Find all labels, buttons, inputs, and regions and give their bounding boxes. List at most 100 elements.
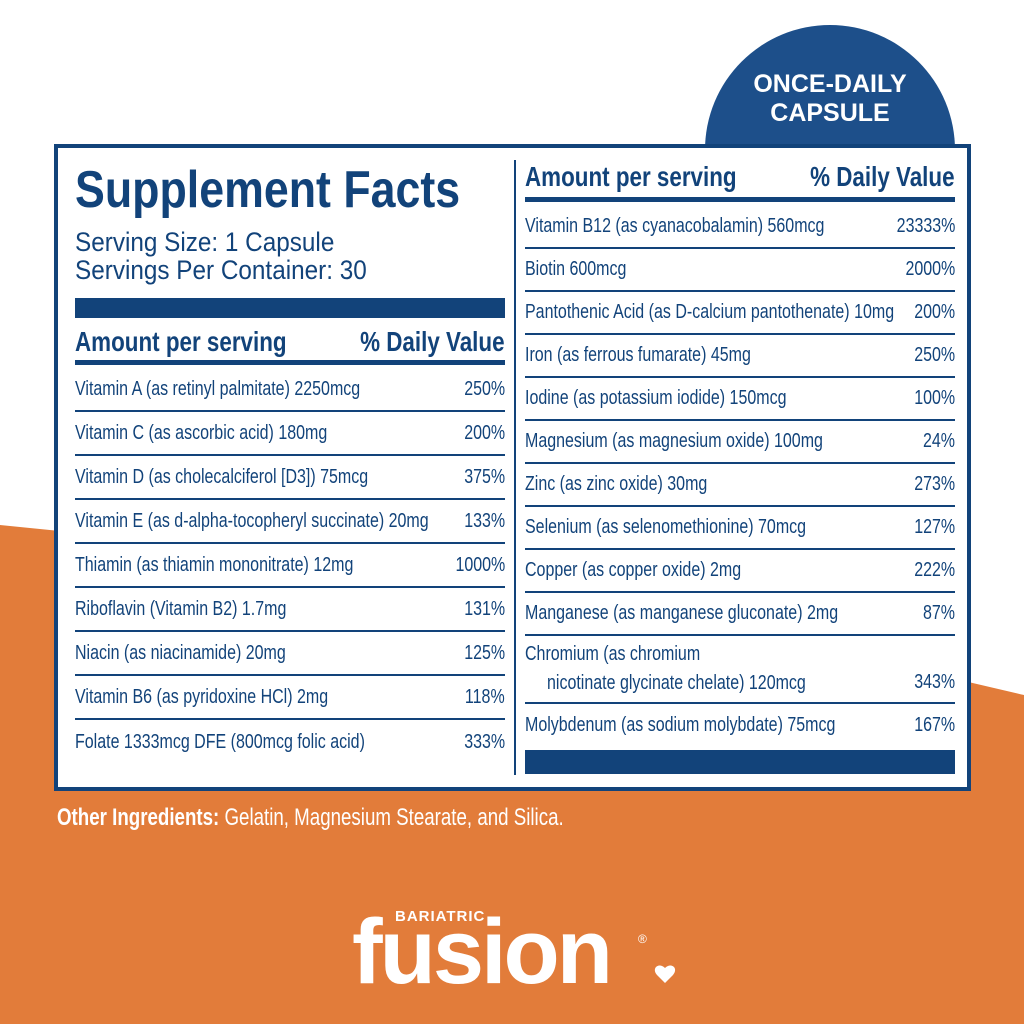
daily-value-text: 250% — [914, 344, 955, 366]
daily-value: 118% — [455, 676, 505, 718]
fact-row: Pantothenic Acid (as D-calcium pantothen… — [525, 292, 955, 335]
nutrient-name-line: Vitamin D (as cholecalciferol [D3]) 75mc… — [75, 465, 369, 488]
daily-value-text: 127% — [914, 516, 955, 538]
fact-row: Copper (as copper oxide) 2mg 222% — [525, 550, 955, 593]
badge-line: ONCE-DAILY — [753, 70, 907, 98]
fact-row: Iodine (as potassium iodide) 150mcg 100% — [525, 378, 955, 421]
nutrient-name: Manganese (as manganese gluconate) 2mg — [525, 593, 916, 634]
nutrient-name-line: Vitamin B12 (as cyanacobalamin) 560mcg — [525, 215, 825, 237]
nutrient-name-line: nicotinate glycinate chelate) 120mcg — [547, 672, 806, 694]
nutrient-name: Pantothenic Acid (as D-calcium pantothen… — [525, 292, 986, 333]
nutrient-name: Thiamin (as thiamin mononitrate) 12mg — [75, 544, 423, 586]
nutrient-name: Molybdenum (as sodium molybdate) 75mcg — [525, 704, 913, 747]
bar — [525, 750, 955, 774]
nutrient-name-line: Magnesium (as magnesium oxide) 100mg — [525, 430, 823, 452]
fact-row: Chromium (as chromium nicotinate glycinat… — [525, 636, 955, 704]
nutrient-name: Biotin 600mcg — [525, 249, 652, 290]
daily-value-text: 167% — [914, 713, 955, 736]
facts-title: Supplement Facts — [75, 161, 461, 219]
nutrient-name: Iodine (as potassium iodide) 150mcg — [525, 378, 852, 419]
daily-value: 100% — [904, 378, 955, 419]
brand-small: BARIATRIC — [395, 908, 486, 925]
nutrient-name-line: Iodine (as potassium iodide) 150mcg — [525, 387, 787, 409]
nutrient-name-line: Niacin (as niacinamide) 20mg — [75, 641, 286, 664]
daily-value: 24% — [915, 421, 955, 462]
daily-value-text: 200% — [914, 301, 955, 323]
nutrient-name-line: Vitamin E (as d-alpha-tocopheryl succina… — [75, 509, 429, 532]
fact-row: Vitamin C (as ascorbic acid) 180mg 200% — [75, 412, 505, 456]
nutrient-name: Folate 1333mcg DFE (800mcg folic acid) — [75, 720, 437, 764]
nutrient-name-line: Biotin 600mcg — [525, 258, 627, 280]
nutrient-name-line: Zinc (as zinc oxide) 30mg — [525, 473, 708, 495]
fact-row: Niacin (as niacinamide) 20mg 125% — [75, 632, 505, 676]
daily-value-text: 125% — [464, 641, 505, 664]
fact-row: Vitamin B12 (as cyanacobalamin) 560mcg 23… — [525, 206, 955, 249]
daily-value: 23333% — [882, 206, 955, 247]
nutrient-name: Vitamin E (as d-alpha-tocopheryl succina… — [75, 500, 517, 542]
daily-value-text: 118% — [465, 685, 505, 708]
serving-size: Serving Size: 1 Capsule — [75, 227, 335, 257]
header-dv: % Daily Value — [360, 326, 505, 357]
nutrient-name-line: Pantothenic Acid (as D-calcium pantothen… — [525, 301, 895, 323]
nutrient-name-line: Vitamin C (as ascorbic acid) 180mg — [75, 421, 328, 444]
nutrient-name: Vitamin B12 (as cyanacobalamin) 560mcg — [525, 206, 899, 247]
daily-value: 333% — [454, 720, 505, 764]
daily-value: 222% — [904, 550, 955, 591]
daily-value: 87% — [915, 593, 955, 634]
daily-value: 343% — [904, 636, 955, 702]
nutrient-name: Vitamin A (as retinyl palmitate) 2250mcg — [75, 368, 431, 410]
daily-value: 250% — [454, 368, 505, 410]
daily-value: 250% — [904, 335, 955, 376]
daily-value-text: 87% — [922, 602, 955, 624]
fact-row: Vitamin A (as retinyl palmitate) 2250mcg… — [75, 368, 505, 412]
nutrient-name-line: Folate 1333mcg DFE (800mcg folic acid) — [75, 730, 365, 753]
badge: ONCE-DAILY CAPSULE — [705, 70, 955, 128]
daily-value: 200% — [454, 412, 505, 454]
nutrient-name-line: Thiamin (as thiamin mononitrate) 12mg — [75, 553, 354, 576]
nutrient-name: Vitamin C (as ascorbic acid) 180mg — [75, 412, 390, 454]
nutrient-name: Riboflavin (Vitamin B2) 1.7mg — [75, 588, 339, 630]
daily-value-text: 1000% — [455, 553, 505, 576]
header-amount: Amount per serving — [75, 326, 287, 357]
fact-row: Manganese (as manganese gluconate) 2mg 87… — [525, 593, 955, 636]
daily-value-text: 343% — [914, 670, 955, 693]
fact-row: Molybdenum (as sodium molybdate) 75mcg 16… — [525, 704, 955, 747]
fact-row: Folate 1333mcg DFE (800mcg folic acid) 33… — [75, 720, 505, 764]
daily-value: 200% — [904, 292, 955, 333]
daily-value: 127% — [904, 507, 955, 548]
daily-value-text: 23333% — [896, 215, 955, 237]
bar — [75, 360, 505, 365]
daily-value: 1000% — [443, 544, 505, 586]
bar — [75, 298, 505, 318]
daily-value-text: 100% — [914, 387, 955, 409]
daily-value: 273% — [904, 464, 955, 505]
brand-mark: ® — [638, 932, 647, 946]
fact-row: Biotin 600mcg 2000% — [525, 249, 955, 292]
daily-value-text: 333% — [464, 730, 505, 753]
fact-row: Magnesium (as magnesium oxide) 100mg 24% — [525, 421, 955, 464]
header-dv: % Daily Value — [810, 161, 955, 192]
header-amount: Amount per serving — [525, 161, 737, 192]
brand-name: fusion — [352, 901, 613, 1003]
fact-row: Thiamin (as thiamin mononitrate) 12mg 100… — [75, 544, 505, 588]
fact-row: Riboflavin (Vitamin B2) 1.7mg 131% — [75, 588, 505, 632]
daily-value-text: 273% — [914, 473, 955, 495]
facts-box — [54, 144, 971, 791]
other-ingredients-text: Gelatin, Magnesium Stearate, and Silica. — [224, 804, 564, 831]
daily-value-text: 24% — [922, 430, 955, 452]
daily-value: 131% — [454, 588, 505, 630]
daily-value: 125% — [454, 632, 505, 674]
nutrient-name: Iron (as ferrous fumarate) 45mg — [525, 335, 807, 376]
daily-value-text: 133% — [464, 509, 505, 532]
nutrient-name-line: Copper (as copper oxide) 2mg — [525, 559, 742, 581]
badge-line: CAPSULE — [770, 99, 890, 127]
fact-row: Vitamin E (as d-alpha-tocopheryl succina… — [75, 500, 505, 544]
nutrient-name: Niacin (as niacinamide) 20mg — [75, 632, 338, 674]
daily-value-text: 222% — [914, 559, 955, 581]
fact-row: Iron (as ferrous fumarate) 45mg 250% — [525, 335, 955, 378]
nutrient-name-line: Riboflavin (Vitamin B2) 1.7mg — [75, 597, 287, 620]
fact-row: Zinc (as zinc oxide) 30mg 273% — [525, 464, 955, 507]
fact-row: Selenium (as selenomethionine) 70mcg 127% — [525, 507, 955, 550]
